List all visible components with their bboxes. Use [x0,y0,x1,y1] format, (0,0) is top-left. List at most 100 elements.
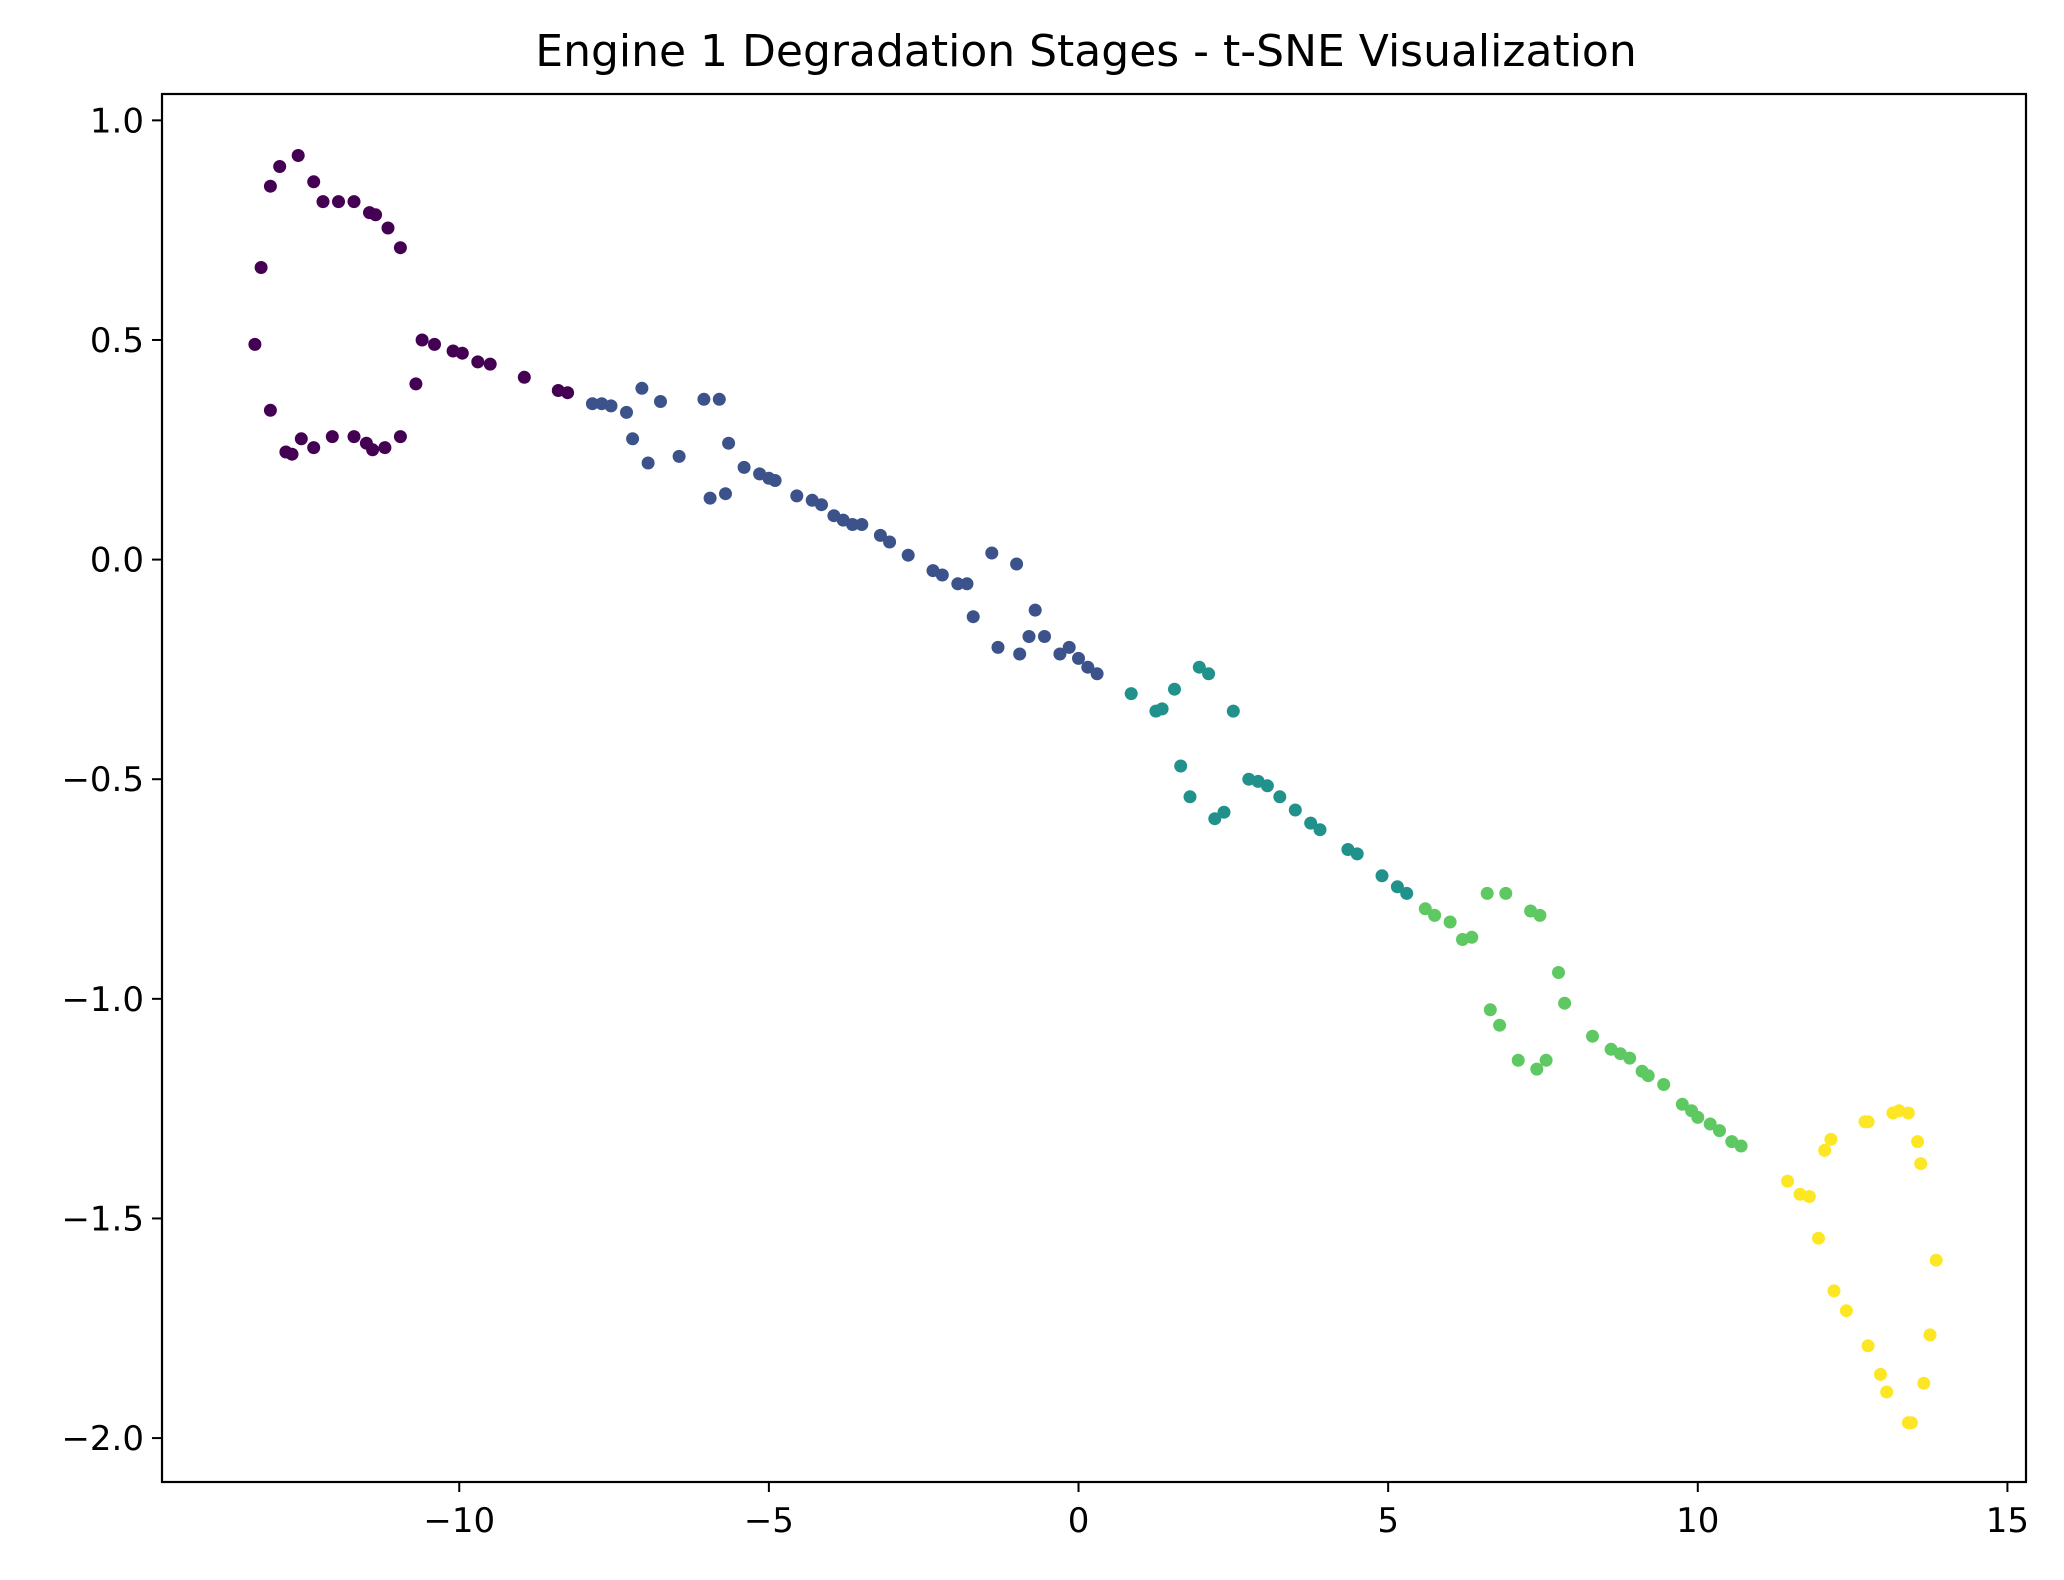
plot-frame [160,92,2028,1484]
data-point [1586,1029,1599,1043]
x-tick-label: 0 [1068,1501,1090,1541]
data-point [604,399,618,413]
data-point [846,518,859,531]
data-point [1174,759,1188,773]
x-tick-label: 15 [1986,1501,2029,1541]
x-tick-label: 10 [1676,1501,1719,1541]
data-point [1929,1253,1943,1267]
data-point [307,175,321,189]
data-point [332,195,345,209]
y-tick-label: −1.0 [61,980,144,1020]
data-point [248,337,262,351]
data-point [1691,1110,1705,1124]
data-point [1827,1284,1841,1298]
data-point [1861,1339,1875,1353]
data-point [1802,1190,1816,1203]
data-point [654,395,667,408]
data-point [1781,1174,1795,1188]
y-tick-label: −0.5 [61,760,144,800]
data-point [1028,603,1042,617]
data-point [1493,1018,1507,1032]
data-point [307,441,321,455]
y-tick-label: 0.0 [90,541,144,581]
data-point [1288,803,1302,817]
data-point [393,241,407,255]
data-point [620,405,633,419]
data-point [935,568,949,582]
data-point [1499,886,1513,900]
data-point [703,491,717,505]
data-point [471,355,485,369]
data-point [1533,908,1547,922]
data-point [393,430,407,444]
data-point [1917,1376,1931,1390]
data-point [1208,812,1222,826]
data-point [366,443,380,457]
data-point [483,357,497,371]
data-point [1072,651,1085,665]
data-point [1465,930,1479,944]
data-point [1904,1416,1918,1430]
chart-title: Engine 1 Degradation Stages - t-SNE Visu… [535,26,1636,77]
y-tick-label: 0.5 [90,321,144,361]
data-point [1062,640,1076,654]
data-point [985,546,999,560]
data-point [1734,1139,1748,1153]
data-point [1390,880,1404,894]
data-point [712,392,726,406]
data-point [966,610,980,624]
data-point [1443,915,1457,929]
data-point [1304,816,1318,830]
data-point [455,346,469,360]
data-point [641,456,655,470]
data-point [1713,1124,1726,1138]
data-point [1013,647,1027,661]
x-tick-label: 5 [1377,1501,1399,1541]
data-point [254,261,268,274]
data-point [1623,1051,1637,1065]
x-tick-label: −10 [423,1501,495,1541]
data-point [1839,1304,1853,1318]
data-point [428,337,441,351]
data-point [790,489,804,503]
data-point [316,195,330,209]
data-point [768,474,782,487]
data-point [1511,1053,1525,1067]
data-point [901,548,915,562]
data-point [1880,1385,1894,1399]
data-point [1428,908,1442,922]
data-point [883,535,897,549]
y-tick-label: −2.0 [61,1419,144,1459]
data-point [1400,886,1414,900]
data-point [672,449,686,463]
data-point [378,441,392,455]
data-point [1038,630,1051,643]
data-point [1641,1069,1655,1083]
data-point [635,381,649,395]
data-point [626,432,640,446]
data-point [381,221,395,235]
data-point [697,392,711,406]
data-point [1480,886,1494,900]
data-point [1022,630,1036,643]
y-tick-label: −1.5 [61,1199,144,1239]
data-point [855,518,869,531]
data-point [415,333,429,347]
data-point [1530,1062,1544,1076]
data-point [1313,823,1327,837]
data-point [1226,704,1240,718]
data-point [1923,1328,1937,1342]
data-point [1124,687,1138,701]
data-point [347,430,361,444]
data-point [1483,1003,1497,1017]
data-point [1539,1053,1553,1067]
data-point [1273,790,1287,804]
data-point [1418,902,1432,916]
points-layer [248,149,1943,1430]
data-point [1192,660,1206,674]
data-point [873,528,887,542]
data-point [1657,1078,1671,1091]
y-tick-label: 1.0 [90,101,144,141]
data-point [719,487,732,501]
data-point [1090,667,1104,681]
